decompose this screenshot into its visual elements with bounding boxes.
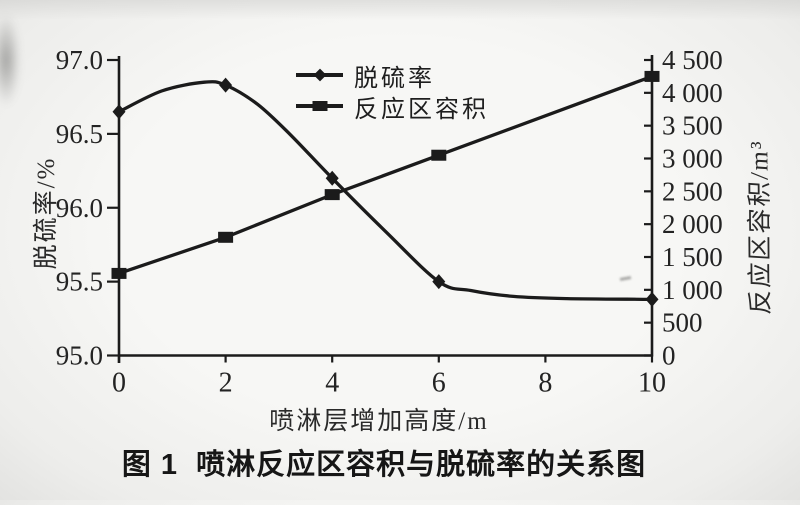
square-marker-icon: [218, 231, 234, 243]
legend-label: 反应区容积: [354, 96, 489, 123]
x-axis-tick-label: 4: [325, 368, 339, 399]
left-axis-tick-label: 95.0: [56, 341, 103, 371]
legend-item-reaction-zone-volume: 反应区容积: [296, 94, 489, 123]
diamond-marker-icon: [219, 77, 233, 93]
right-axis-tick-label: 4 000: [662, 78, 723, 108]
diamond-marker-icon: [313, 68, 326, 82]
left-axis-title: 脱硫率/%: [33, 156, 60, 270]
legend: 脱硫率 反应区容积: [296, 63, 489, 123]
tick-marks: [107, 58, 654, 363]
x-axis-tick-label: 10: [638, 368, 666, 399]
right-axis-tick-label: 1 000: [662, 275, 723, 305]
right-axis-tick-label: 2 500: [662, 176, 723, 206]
legend-label: 脱硫率: [354, 65, 435, 92]
figure-caption: 图 1 喷淋反应区容积与脱硫率的关系图: [121, 449, 647, 481]
left-axis-tick-label: 97.0: [56, 45, 103, 75]
legend-line-sample: [296, 101, 343, 111]
square-marker-icon: [111, 267, 127, 279]
legend-item-desulfurization-rate: 脱硫率: [296, 63, 489, 92]
diamond-marker-icon: [432, 274, 446, 290]
square-marker-icon: [324, 189, 340, 201]
right-axis-tick-label: 3 000: [662, 144, 723, 174]
right-axis-tick-label: 0: [662, 341, 676, 371]
x-axis-tick-label: 0: [112, 368, 126, 399]
right-axis-tick-label: 1 500: [662, 242, 723, 272]
x-axis-title: 喷淋层增加高度/m: [269, 408, 489, 435]
left-axis-tick-label: 96.0: [56, 193, 103, 223]
square-marker-icon: [644, 70, 660, 82]
diamond-marker-icon: [112, 104, 126, 120]
left-axis-tick-label: 96.5: [56, 119, 103, 149]
diamond-marker-icon: [325, 170, 339, 186]
right-axis-title: 反应区容积/m³: [746, 138, 775, 316]
left-axis-tick-label: 95.5: [56, 267, 103, 297]
x-axis-tick-label: 8: [538, 368, 552, 399]
right-axis-tick-label: 500: [662, 308, 703, 338]
right-axis-tick-label: 4 500: [662, 45, 723, 75]
x-axis-tick-label: 6: [432, 368, 446, 399]
diamond-marker-icon: [645, 291, 659, 307]
x-axis-tick-label: 2: [219, 368, 233, 399]
right-axis-tick-label: 3 500: [662, 111, 723, 141]
series-反应区容积: [111, 70, 660, 279]
legend-line-sample: [296, 68, 343, 82]
series-line: [117, 80, 654, 302]
square-marker-icon: [431, 149, 447, 161]
square-marker-icon: [312, 101, 327, 111]
series-脱硫率: [112, 77, 659, 307]
right-axis-tick-label: 2 000: [662, 209, 723, 239]
